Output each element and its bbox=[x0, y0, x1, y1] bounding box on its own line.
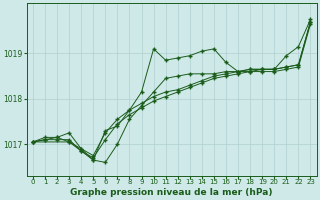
X-axis label: Graphe pression niveau de la mer (hPa): Graphe pression niveau de la mer (hPa) bbox=[70, 188, 273, 197]
